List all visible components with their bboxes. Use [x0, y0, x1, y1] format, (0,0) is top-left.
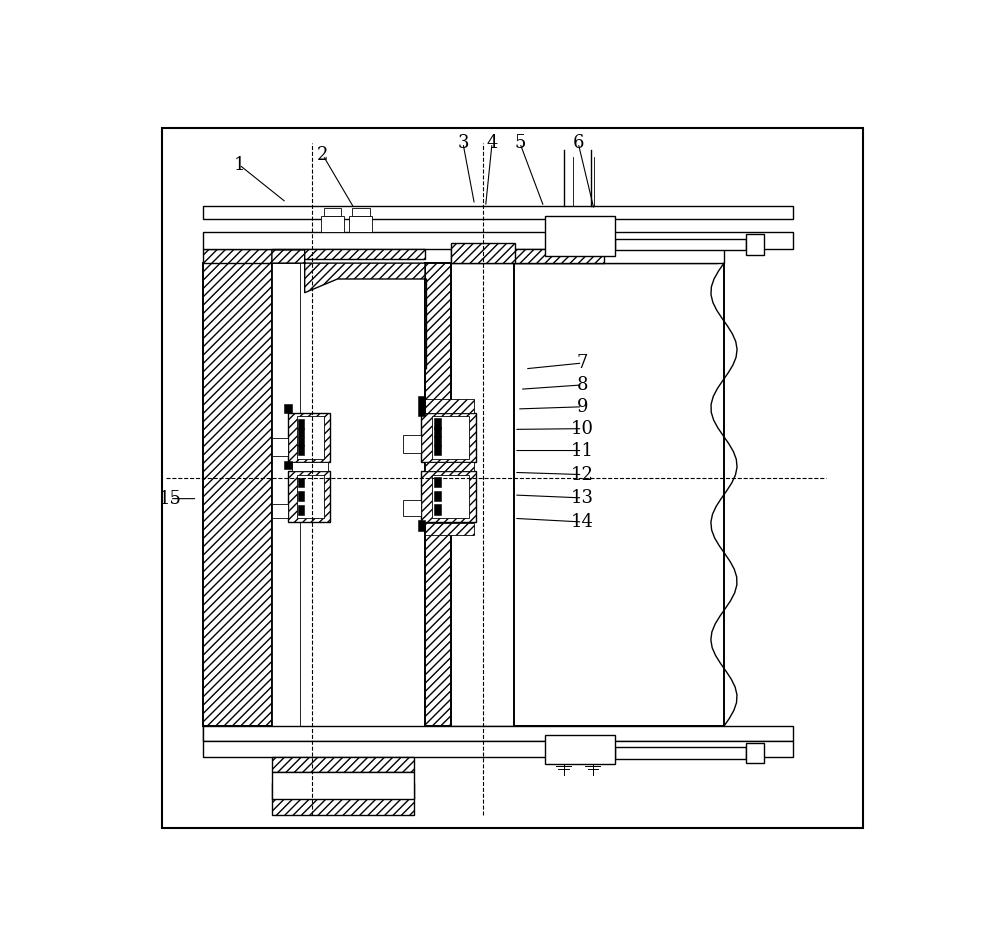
Bar — [321, 216, 344, 232]
Bar — [203, 741, 793, 757]
Bar — [434, 436, 441, 446]
Bar — [451, 248, 604, 263]
Bar — [272, 757, 414, 772]
Bar — [432, 417, 469, 458]
Bar — [298, 420, 304, 429]
Bar — [434, 505, 441, 514]
Text: 7: 7 — [577, 354, 588, 372]
Bar — [425, 524, 474, 535]
Bar — [298, 505, 304, 514]
Bar — [298, 437, 304, 446]
Bar — [272, 263, 300, 726]
Bar — [288, 471, 330, 522]
Bar — [272, 783, 414, 815]
Bar — [203, 206, 793, 219]
Text: 4: 4 — [486, 134, 498, 152]
Bar — [324, 208, 341, 216]
Bar — [514, 726, 724, 744]
Bar — [352, 208, 370, 216]
Text: 11: 11 — [571, 441, 594, 459]
Bar — [514, 245, 717, 263]
Bar — [434, 476, 441, 487]
Bar — [451, 242, 515, 263]
Bar — [272, 248, 425, 259]
Bar — [615, 747, 746, 759]
Bar — [425, 462, 474, 471]
Bar — [403, 500, 421, 516]
Text: 10: 10 — [571, 420, 594, 438]
Bar — [349, 216, 372, 232]
Text: 12: 12 — [571, 466, 594, 484]
Bar — [203, 726, 290, 741]
Bar — [298, 445, 304, 455]
Bar — [288, 413, 330, 462]
Text: 15: 15 — [158, 490, 181, 508]
Text: 3: 3 — [457, 134, 469, 152]
Text: 2: 2 — [317, 146, 329, 164]
Text: 13: 13 — [571, 489, 594, 507]
Bar — [272, 438, 288, 456]
Bar — [434, 491, 441, 501]
Bar — [297, 417, 324, 458]
Bar — [425, 263, 451, 726]
Bar — [418, 520, 425, 530]
Text: 6: 6 — [572, 134, 584, 152]
Bar — [272, 504, 288, 518]
Bar — [514, 263, 724, 726]
Bar — [292, 462, 328, 471]
Bar — [434, 427, 441, 438]
Bar — [403, 436, 421, 454]
Bar — [203, 263, 272, 726]
Bar — [451, 726, 604, 741]
Bar — [434, 445, 441, 455]
Bar — [432, 474, 469, 518]
Bar — [746, 234, 764, 255]
Bar — [421, 471, 476, 522]
Polygon shape — [272, 250, 426, 368]
Bar — [272, 772, 414, 799]
Bar — [297, 474, 324, 518]
Bar — [746, 742, 764, 763]
Bar — [298, 477, 304, 487]
Bar — [514, 248, 724, 263]
Text: 1: 1 — [233, 155, 245, 173]
Text: 8: 8 — [577, 376, 588, 394]
Bar — [298, 491, 304, 501]
Bar — [425, 400, 474, 413]
Bar — [203, 248, 290, 263]
Bar — [545, 735, 615, 764]
Bar — [298, 428, 304, 438]
Bar — [203, 232, 793, 248]
Bar — [434, 419, 441, 429]
Text: 14: 14 — [571, 513, 594, 531]
Bar — [418, 396, 425, 417]
Bar — [545, 216, 615, 256]
Bar — [284, 461, 292, 470]
Bar — [203, 726, 793, 741]
Bar — [615, 239, 746, 250]
Text: 5: 5 — [514, 134, 525, 152]
Bar — [284, 403, 292, 413]
Text: 9: 9 — [577, 398, 588, 416]
Bar — [421, 413, 476, 462]
